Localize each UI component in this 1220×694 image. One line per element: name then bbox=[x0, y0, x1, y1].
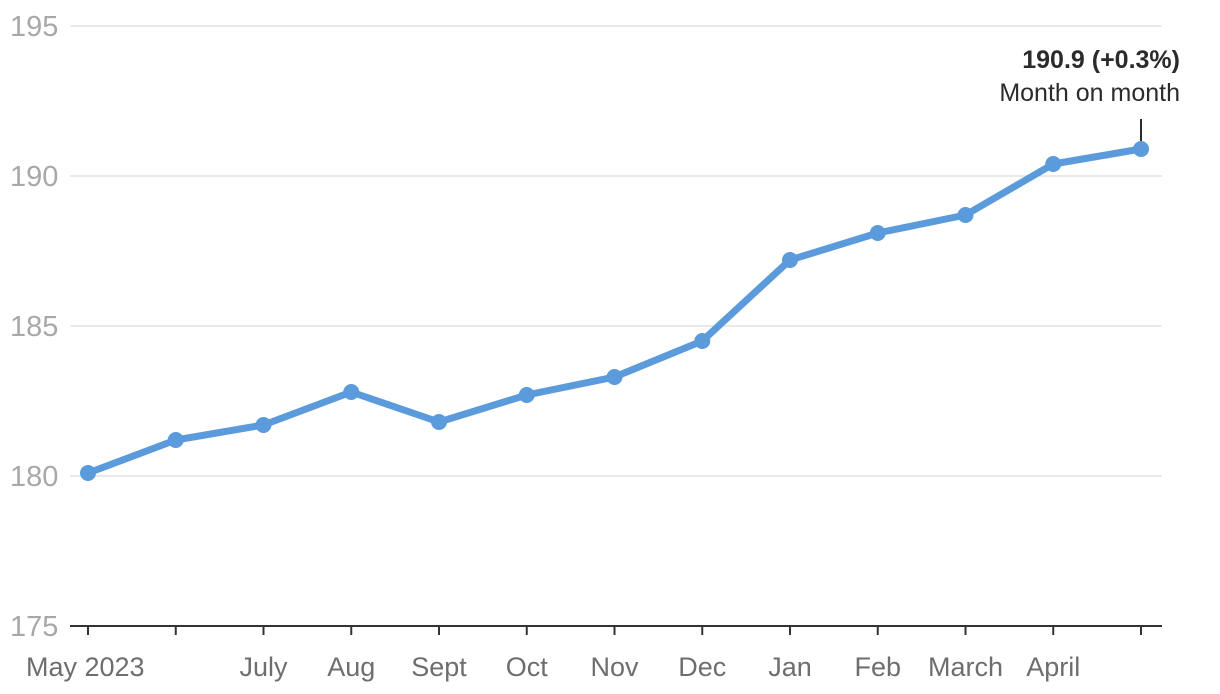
data-point bbox=[782, 252, 798, 268]
x-tick-label: Aug bbox=[327, 652, 375, 682]
y-tick-label: 185 bbox=[10, 311, 58, 343]
data-point bbox=[167, 432, 184, 448]
x-tick-label: Feb bbox=[854, 652, 901, 682]
x-tick-label: March bbox=[928, 652, 1003, 682]
data-point bbox=[80, 465, 96, 481]
data-point bbox=[957, 207, 974, 223]
annotation-value: 190.9 (+0.3%) bbox=[1022, 46, 1180, 74]
data-point bbox=[431, 414, 447, 430]
data-point bbox=[694, 333, 711, 349]
y-tick-label: 175 bbox=[10, 611, 58, 643]
y-tick-label: 190 bbox=[10, 161, 58, 193]
annotation-label: Month on month bbox=[999, 79, 1180, 107]
data-point bbox=[518, 387, 535, 403]
x-axis: May 2023 July Aug Sept Oct Nov Dec Jan Feb March A… bbox=[26, 626, 1142, 682]
x-tick-label: Sept bbox=[411, 652, 467, 682]
x-tick-label: April bbox=[1026, 652, 1080, 682]
series-line bbox=[80, 141, 1149, 481]
x-tick-label: Nov bbox=[590, 652, 639, 682]
data-point bbox=[343, 384, 360, 400]
series-path bbox=[84, 145, 1145, 477]
x-tick-label: Oct bbox=[506, 652, 549, 682]
y-tick-label: 180 bbox=[10, 461, 58, 493]
data-point bbox=[606, 369, 623, 385]
x-tick-label: July bbox=[239, 652, 288, 682]
data-point bbox=[869, 225, 886, 241]
x-tick-label: Dec bbox=[678, 652, 726, 682]
y-tick-label: 195 bbox=[10, 11, 58, 43]
data-point bbox=[1133, 141, 1149, 157]
x-tick-label: Jan bbox=[768, 652, 812, 682]
data-point bbox=[255, 417, 272, 433]
gridlines bbox=[70, 25, 1162, 627]
data-point bbox=[1045, 156, 1062, 172]
y-axis-tick-labels: 175 180 185 190 195 bbox=[10, 11, 58, 643]
latest-value-annotation: 190.9 (+0.3%) Month on month bbox=[999, 46, 1180, 141]
x-tick-label: May 2023 bbox=[26, 652, 145, 682]
